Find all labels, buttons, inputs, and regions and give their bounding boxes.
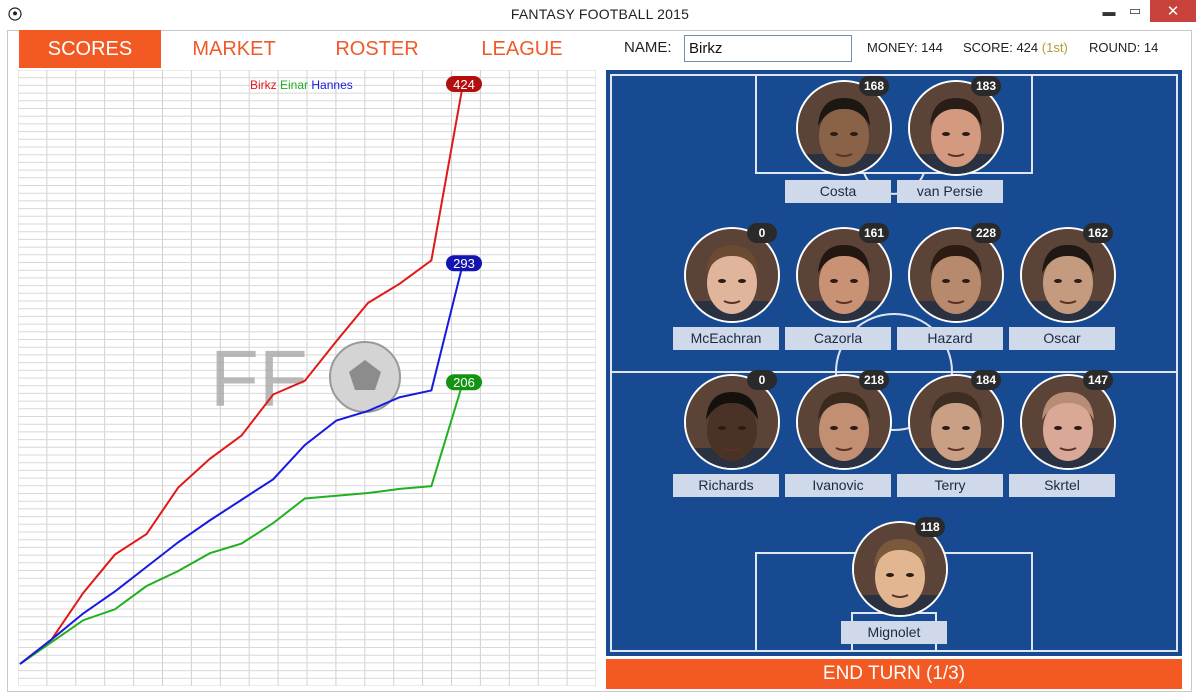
tab-scores[interactable]: SCORES [19, 30, 161, 68]
svg-text:206: 206 [453, 375, 475, 390]
player-portrait [796, 227, 892, 323]
player-card[interactable]: 162 Oscar [1009, 221, 1127, 351]
maximize-button[interactable]: ▭ [1128, 3, 1142, 18]
player-name-label: Richards [673, 474, 779, 497]
legend-item-einar: Einar [280, 78, 308, 92]
end-label-birkz: 424 [446, 76, 482, 92]
name-label: NAME: [624, 39, 672, 56]
round-display: ROUND: 14 [1089, 40, 1159, 55]
player-card[interactable]: 118 Mignolet [841, 515, 959, 645]
player-portrait [908, 374, 1004, 470]
watermark-text: FF [210, 334, 308, 423]
player-card[interactable]: 0 McEachran [673, 221, 791, 351]
tab-roster[interactable]: ROSTER [335, 38, 419, 60]
chart-watermark: FF [210, 334, 401, 423]
player-portrait [1020, 227, 1116, 323]
player-points-badge: 218 [859, 370, 890, 390]
score-value: SCORE: 424 [963, 40, 1039, 55]
chart-end-labels: 424 206 293 [446, 76, 482, 391]
player-card[interactable]: 161 Cazorla [785, 221, 903, 351]
series-line-hannes [19, 262, 464, 665]
player-name-label: Cazorla [785, 327, 891, 350]
player-card[interactable]: 183 van Persie [897, 74, 1015, 204]
end-label-hannes: 293 [446, 255, 482, 272]
player-card[interactable]: 218 Ivanovic [785, 368, 903, 498]
score-display: SCORE: 424 (1st) [963, 40, 1068, 55]
player-portrait [684, 374, 780, 470]
chart-legend: Birkz Einar Hannes [250, 78, 353, 92]
money-display: MONEY: 144 [867, 40, 943, 55]
soccer-ball-icon [8, 7, 22, 21]
svg-text:293: 293 [453, 256, 475, 271]
svg-text:424: 424 [453, 77, 475, 92]
chart-grid [18, 70, 596, 686]
legend-text: Birkz Einar Hannes [250, 78, 353, 92]
player-points-badge: 0 [747, 223, 777, 243]
player-points-badge: 162 [1083, 223, 1114, 243]
legend-item-birkz: Birkz [250, 78, 277, 92]
player-card[interactable]: 0 Richards [673, 368, 791, 498]
player-points-badge: 0 [747, 370, 777, 390]
player-name-label: van Persie [897, 180, 1003, 203]
tab-market[interactable]: MARKET [192, 38, 276, 60]
player-portrait [908, 227, 1004, 323]
player-points-badge: 184 [971, 370, 1002, 390]
title-bar: FANTASY FOOTBALL 2015 ▬ ▭ ✕ [0, 0, 1200, 30]
name-input[interactable] [684, 35, 852, 62]
player-portrait [908, 80, 1004, 176]
close-button[interactable]: ✕ [1150, 0, 1196, 22]
scores-chart: FF Birkz Einar Hannes 424 206 293 [18, 70, 596, 686]
player-name-label: McEachran [673, 327, 779, 350]
series-line-einar [19, 381, 464, 665]
player-name-label: Hazard [897, 327, 1003, 350]
window-title: FANTASY FOOTBALL 2015 [510, 6, 690, 22]
legend-item-hannes: Hannes [311, 78, 352, 92]
player-card[interactable]: 168 Costa [785, 74, 903, 204]
player-points-badge: 228 [971, 223, 1002, 243]
player-card[interactable]: 147 Skrtel [1009, 368, 1127, 498]
player-card[interactable]: 228 Hazard [897, 221, 1015, 351]
end-label-einar: 206 [446, 374, 482, 391]
player-points-badge: 118 [915, 517, 945, 537]
player-card[interactable]: 184 Terry [897, 368, 1015, 498]
tab-league[interactable]: LEAGUE [481, 38, 563, 60]
player-points-badge: 161 [859, 223, 890, 243]
rank-value: (1st) [1041, 40, 1068, 55]
player-portrait [1020, 374, 1116, 470]
player-name-label: Oscar [1009, 327, 1115, 350]
player-name-label: Costa [785, 180, 891, 203]
player-portrait [852, 521, 948, 617]
end-turn-button[interactable]: END TURN (1/3) [606, 659, 1182, 689]
player-portrait [796, 374, 892, 470]
player-points-badge: 168 [859, 76, 890, 96]
pitch: 168 Costa 183 van Persie 0 McEachran 161 Cazorl… [606, 70, 1182, 656]
minimize-button[interactable]: ▬ [1102, 3, 1116, 19]
player-points-badge: 147 [1083, 370, 1114, 390]
chart-lines [19, 83, 464, 665]
series-line-birkz [19, 83, 464, 665]
player-portrait [796, 80, 892, 176]
player-points-badge: 183 [971, 76, 1002, 96]
player-name-label: Terry [897, 474, 1003, 497]
player-name-label: Mignolet [841, 621, 947, 644]
player-name-label: Skrtel [1009, 474, 1115, 497]
player-name-label: Ivanovic [785, 474, 891, 497]
player-portrait [684, 227, 780, 323]
